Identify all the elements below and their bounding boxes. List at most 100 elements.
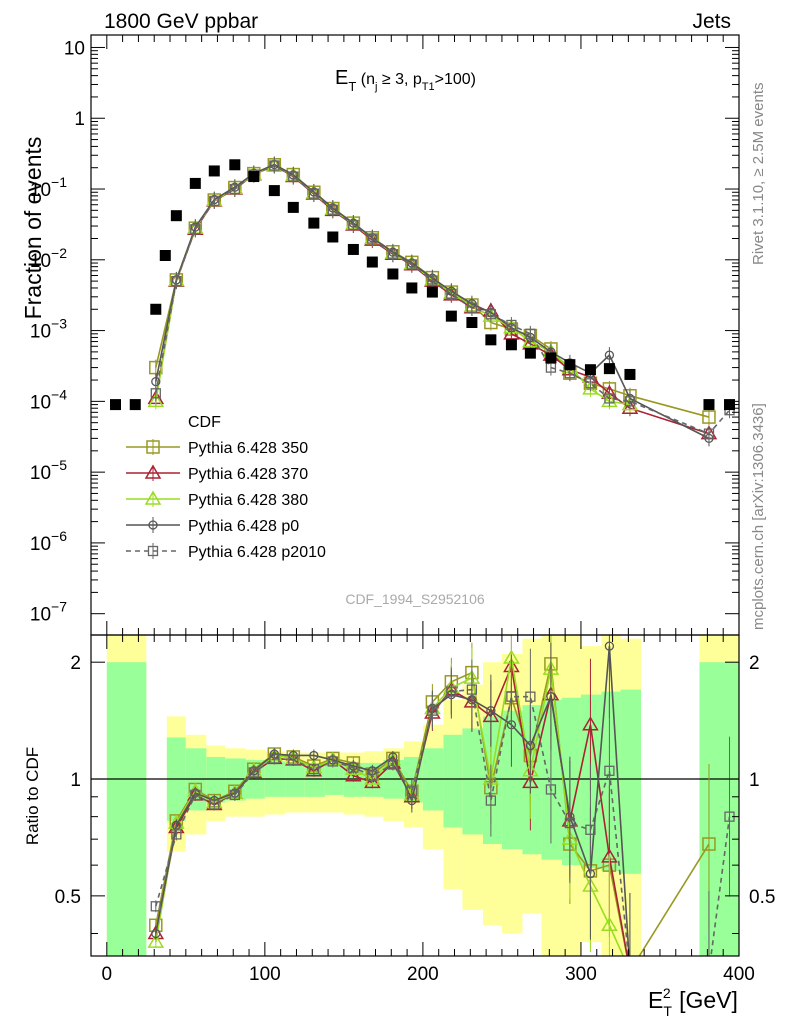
series-p2010-point <box>150 388 161 399</box>
cdf-data-point <box>466 317 478 329</box>
series-p2010-point <box>624 396 636 407</box>
series-p2010-point <box>288 171 299 182</box>
cdf-data-point <box>603 363 615 375</box>
cdf-data-point <box>229 159 241 171</box>
y-tick-label: 1 <box>74 109 85 130</box>
ratio-y-tick-label-right: 1 <box>749 770 760 791</box>
series-p2010-ratio-point <box>427 705 438 716</box>
y-tick-label: 10−4 <box>30 386 67 413</box>
cdf-data-point <box>445 310 457 322</box>
series-p2010-ratio-point <box>585 824 596 835</box>
cdf-data-point <box>406 282 418 294</box>
series-p2010-point <box>485 309 497 320</box>
series-p2010-ratio-point <box>348 762 359 773</box>
cdf-data-point <box>426 286 438 298</box>
x-tick-label: 300 <box>565 964 597 985</box>
legend-label: Pythia 6.428 p2010 <box>188 544 326 561</box>
y-tick-label: 10−5 <box>30 457 67 484</box>
series-p2010-ratio-point <box>209 799 220 810</box>
series-p0-ratio-point <box>546 692 556 702</box>
cdf-data-point <box>129 399 141 411</box>
series-p2010-point <box>308 188 319 199</box>
series-p2010-ratio-point <box>248 767 259 778</box>
ratio-y-tick-label: 0.5 <box>55 887 81 908</box>
svg-text:ET (nj ≥ 3, pT1>100): ET (nj ≥ 3, pT1>100) <box>335 67 476 94</box>
series-370-point <box>621 399 639 414</box>
band-inner-bin <box>620 689 642 874</box>
ratio-plot-frame <box>90 634 740 957</box>
series-p0-ratio-point <box>705 967 713 975</box>
x-tick-label: 200 <box>407 964 439 985</box>
series-p2010-point <box>387 249 399 260</box>
rivet-version-label: Rivet 3.1.10, ≥ 2.5M events <box>750 83 767 266</box>
cdf-data-point <box>584 364 596 376</box>
svg-text:ET2 [GeV]: ET2 [GeV] <box>648 985 738 1019</box>
cdf-data-point <box>505 339 517 351</box>
ratio-y-tick-label: 2 <box>70 653 81 674</box>
y-axis-label-main: Fraction of events <box>20 137 46 320</box>
series-p2010-ratio-point <box>564 817 576 829</box>
series-350-ratio-point <box>624 965 636 977</box>
series-p2010-point <box>171 275 182 287</box>
series-p2010-ratio-point <box>506 691 517 702</box>
series-p2010-point <box>209 195 220 207</box>
series-370-ratio-point <box>305 762 323 777</box>
series-p2010-ratio-point <box>308 764 319 775</box>
band-inner-bin <box>206 756 226 803</box>
series-p2010-ratio-point <box>525 691 536 702</box>
series-p2010-ratio-point <box>625 967 634 976</box>
band-inner-bin <box>541 699 562 860</box>
cdf-data-point <box>170 210 182 222</box>
x-tick-label: 400 <box>723 964 755 985</box>
series-p2010-point <box>427 275 438 286</box>
series-p2010-point <box>525 328 536 339</box>
analysis-id-label: CDF_1994_S2952106 <box>345 591 485 607</box>
series-p2010-ratio-point <box>327 756 338 767</box>
series-p2010-ratio-point <box>367 770 378 781</box>
series-p0-ratio-point <box>626 967 634 975</box>
header-left: 1800 GeV ppbar <box>104 10 258 33</box>
band-inner-bin <box>501 710 523 850</box>
series-p2010-point <box>585 378 596 389</box>
legend-label: Pythia 6.428 370 <box>188 466 308 483</box>
series-370-ratio-point <box>702 964 716 976</box>
band-inner-bin <box>285 762 305 797</box>
cdf-data-point <box>189 177 201 189</box>
x-axis-label: ET2 [GeV] <box>648 985 738 1019</box>
series-p2010-point <box>190 224 201 235</box>
band-inner-bin <box>699 662 739 956</box>
series-380-point <box>147 392 165 408</box>
legend-marker <box>146 440 160 454</box>
cdf-data-point <box>347 243 359 255</box>
series-p0-point <box>604 350 615 360</box>
series-370-ratio-point <box>364 773 381 789</box>
legend-marker <box>144 490 162 505</box>
series-p0-ratio-point <box>486 706 496 716</box>
series-p2010-point <box>367 233 378 244</box>
series-380-ratio-point <box>147 933 165 948</box>
series-p2010-ratio-point <box>150 901 161 912</box>
band-inner-bin <box>106 662 147 956</box>
cdf-data-point <box>327 231 339 243</box>
series-p2010-ratio-point <box>387 759 399 770</box>
series-370-ratio-point <box>582 716 599 731</box>
series-p2010-ratio-point <box>406 786 417 797</box>
cdf-data-point <box>366 256 378 268</box>
x-tick-label: 0 <box>102 964 113 985</box>
series-380-ratio-point <box>623 964 637 976</box>
series-p2010-ratio-point <box>604 765 615 776</box>
cdf-data-point <box>703 399 715 411</box>
series-p2010-ratio-line <box>155 688 731 956</box>
ratio-y-tick-label: 1 <box>70 770 81 791</box>
cdf-data-point <box>109 399 121 411</box>
y-tick-label: 10−7 <box>30 599 67 626</box>
legend-marker <box>147 545 159 557</box>
legend-label: Pythia 6.428 350 <box>188 440 308 457</box>
series-p0-ratio-point <box>309 750 319 761</box>
band-inner-bin <box>462 728 483 835</box>
cdf-data-point <box>159 250 171 262</box>
series-p2010-point <box>604 393 615 404</box>
chart-title: ET (nj ≥ 3, pT1>100) <box>335 67 476 94</box>
x-tick-label: 100 <box>249 964 281 985</box>
